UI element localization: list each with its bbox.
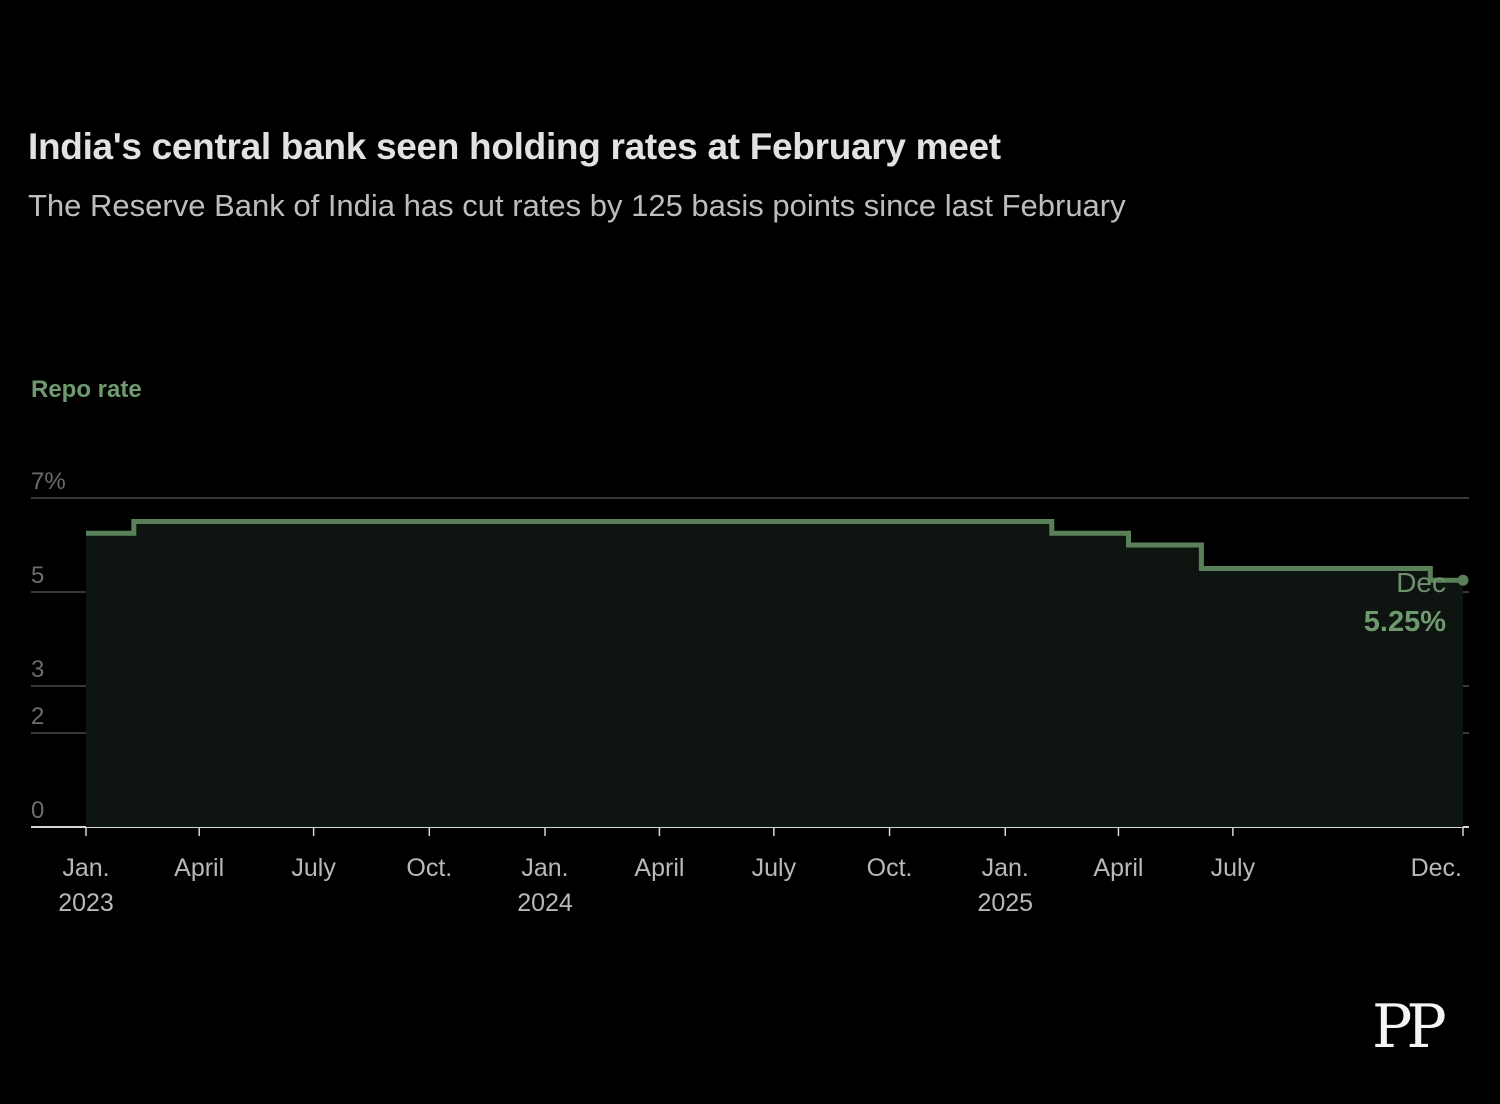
series-end-point <box>1457 574 1469 586</box>
series-line-group <box>86 519 1469 586</box>
x-tick-label: Oct. <box>867 854 913 882</box>
y-axis-label: Repo rate <box>31 376 142 403</box>
x-tick-label: Jan. <box>62 854 109 882</box>
x-tick-label: Oct. <box>406 854 452 882</box>
x-tick-year-label: 2025 <box>977 889 1033 917</box>
x-tick-label: July <box>752 854 797 882</box>
series-line <box>86 519 1463 583</box>
x-tick-label: July <box>291 854 336 882</box>
annotation-label: Dec <box>1396 567 1446 598</box>
x-axis: Jan. 2023 April July Oct. Jan. 2024 April July Oc… <box>58 827 1464 917</box>
x-tick-label: Jan. <box>521 854 568 882</box>
x-tick-label: July <box>1211 854 1256 882</box>
y-tick-label: 7% <box>31 468 66 495</box>
brand-logo: PP <box>1372 992 1447 1062</box>
area-fill <box>86 521 1463 827</box>
x-tick-label: April <box>174 854 224 882</box>
x-tick-label: Jan. <box>982 854 1029 882</box>
chart-title: India's central bank seen holding rates … <box>28 126 1001 167</box>
y-tick-label: 5 <box>31 562 44 589</box>
annotation: Dec 5.25% <box>1364 567 1446 638</box>
x-tick-label: April <box>1093 854 1143 882</box>
y-tick-label: 3 <box>31 656 44 683</box>
x-tick-label: Dec. <box>1411 854 1462 882</box>
chart-subtitle: The Reserve Bank of India has cut rates … <box>28 188 1126 223</box>
x-tick-year-label: 2024 <box>517 889 573 917</box>
series-area <box>86 521 1463 827</box>
annotation-value: 5.25% <box>1364 606 1446 638</box>
x-tick-year-label: 2023 <box>58 889 114 917</box>
y-tick-label: 0 <box>31 797 44 824</box>
x-tick-label: April <box>634 854 684 882</box>
y-tick-label: 2 <box>31 703 44 730</box>
